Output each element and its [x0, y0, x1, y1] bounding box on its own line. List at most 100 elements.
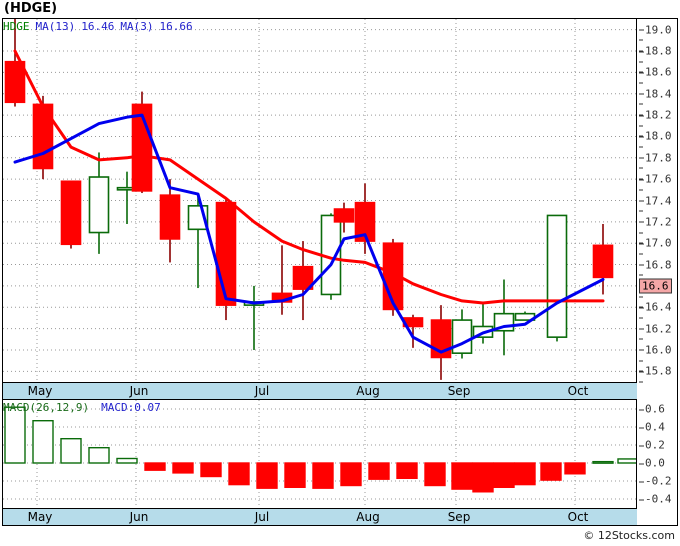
macd-y-tick: 0.0 [639, 457, 665, 470]
macd-histogram-bar [540, 462, 562, 481]
month-label-jul: Jul [254, 384, 270, 398]
macd-histogram-bar [228, 462, 250, 486]
month-label-oct: Oct [567, 510, 589, 524]
price-y-minor-tick [639, 71, 643, 73]
price-y-minor-tick [639, 338, 643, 340]
macd-histogram-bar [32, 420, 54, 464]
price-y-tick: 18.4 [639, 87, 672, 100]
month-label-jun: Jun [129, 510, 149, 524]
macd-histogram-bar [4, 406, 26, 464]
candle-body [60, 180, 82, 246]
price-y-minor-tick [639, 93, 643, 95]
macd-histogram-bar [424, 462, 446, 487]
macd-histogram-bar [617, 458, 636, 464]
candle-body [592, 244, 614, 279]
price-y-minor-tick [639, 50, 643, 52]
price-y-axis: 19.0 18.8 18.6 18.4 18.2 18.0 17.8 17.6 17.4 17.2… [638, 19, 680, 383]
month-label-may: May [27, 510, 53, 524]
price-y-minor-tick [639, 242, 643, 244]
price-legend: HDGE MA(13) 16.46 MA(3) 16.66 [3, 20, 403, 34]
macd-y-tick: 0.2 [639, 439, 665, 452]
price-y-tick: 18.0 [639, 130, 672, 143]
macd-histogram-bar [200, 462, 222, 478]
price-y-minor-tick [639, 61, 643, 63]
price-y-tick: 18.6 [639, 66, 672, 79]
price-y-minor-tick [639, 274, 643, 276]
candle-body [88, 176, 110, 234]
price-y-minor-tick [639, 39, 643, 41]
macd-histogram-bar [592, 460, 614, 464]
month-label-sep: Sep [447, 510, 471, 524]
ma-line-ma13 [13, 49, 605, 305]
macd-histogram-bar [514, 462, 536, 486]
macd-histogram-bar [493, 462, 515, 488]
macd-histogram-bar [116, 457, 138, 464]
macd-legend-label: MACD(26,12,9) [3, 401, 90, 414]
legend-ma3-label: MA(3) [120, 20, 154, 33]
price-y-tick: 17.4 [639, 194, 672, 207]
macd-y-tick: -0.2 [639, 475, 672, 488]
candle-body [159, 194, 181, 240]
price-y-tick: 19.0 [639, 23, 672, 36]
price-y-tick: 16.0 [639, 343, 672, 356]
price-y-minor-tick [639, 167, 643, 169]
price-y-tick: 16.4 [639, 301, 672, 314]
macd-chart-panel[interactable] [3, 400, 637, 508]
candle-body [546, 214, 568, 338]
macd-histogram-bar [368, 462, 390, 480]
month-label-aug: Aug [356, 384, 380, 398]
price-y-minor-tick [639, 264, 643, 266]
month-label-may: May [27, 384, 53, 398]
price-y-tick: 17.6 [639, 173, 672, 186]
price-y-minor-tick [639, 146, 643, 148]
price-y-tick: 15.8 [639, 365, 672, 378]
price-y-minor-tick [639, 370, 643, 372]
price-y-minor-tick [639, 29, 643, 31]
copyright-text: © 12Stocks.com [583, 529, 675, 542]
price-chart-panel[interactable] [3, 19, 637, 382]
footer: © 12Stocks.com [0, 527, 680, 546]
macd-histogram-bar [256, 462, 278, 489]
price-candlestick-plot [3, 19, 636, 382]
price-y-minor-tick [639, 306, 643, 308]
macd-histogram-bar [340, 462, 362, 487]
macd-histogram-bar [172, 462, 194, 474]
price-y-minor-tick [639, 328, 643, 330]
candle-body [354, 201, 376, 242]
macd-y-tick: -0.4 [639, 493, 672, 506]
price-y-minor-tick [639, 253, 643, 255]
price-y-minor-tick [639, 189, 643, 191]
price-y-tick: 18.2 [639, 109, 672, 122]
legend-symbol: HDGE [3, 20, 30, 33]
legend-ma13-value: 16.46 [81, 20, 115, 33]
price-y-minor-tick [639, 381, 643, 383]
price-y-minor-tick [639, 178, 643, 180]
macd-y-axis: 0.6 0.4 0.2 0.0 -0.2 -0.4 [638, 400, 680, 508]
macd-legend-value: MACD:0.07 [101, 401, 161, 414]
candle-body [4, 60, 26, 104]
price-y-minor-tick [639, 103, 643, 105]
price-y-minor-tick [639, 296, 643, 298]
macd-histogram-bar [312, 462, 334, 489]
price-y-minor-tick [639, 360, 643, 362]
price-y-minor-tick [639, 210, 643, 212]
candle-body [333, 208, 355, 223]
macd-histogram-plot [3, 400, 636, 508]
price-y-minor-tick [639, 157, 643, 159]
month-label-sep: Sep [447, 384, 471, 398]
price-y-tick: 16.8 [639, 258, 672, 271]
macd-histogram-bar [60, 438, 82, 464]
price-y-minor-tick [639, 125, 643, 127]
last-price-badge: 16.6 [639, 278, 672, 294]
price-y-minor-tick [639, 317, 643, 319]
legend-ma13-label: MA(13) [35, 20, 76, 33]
price-y-minor-tick [639, 135, 643, 137]
macd-histogram-bar [144, 462, 166, 471]
month-label-jul: Jul [254, 510, 270, 524]
price-y-minor-tick [639, 114, 643, 116]
price-y-minor-tick [639, 349, 643, 351]
month-label-aug: Aug [356, 510, 380, 524]
month-label-oct: Oct [567, 384, 589, 398]
macd-histogram-bar [451, 462, 473, 490]
